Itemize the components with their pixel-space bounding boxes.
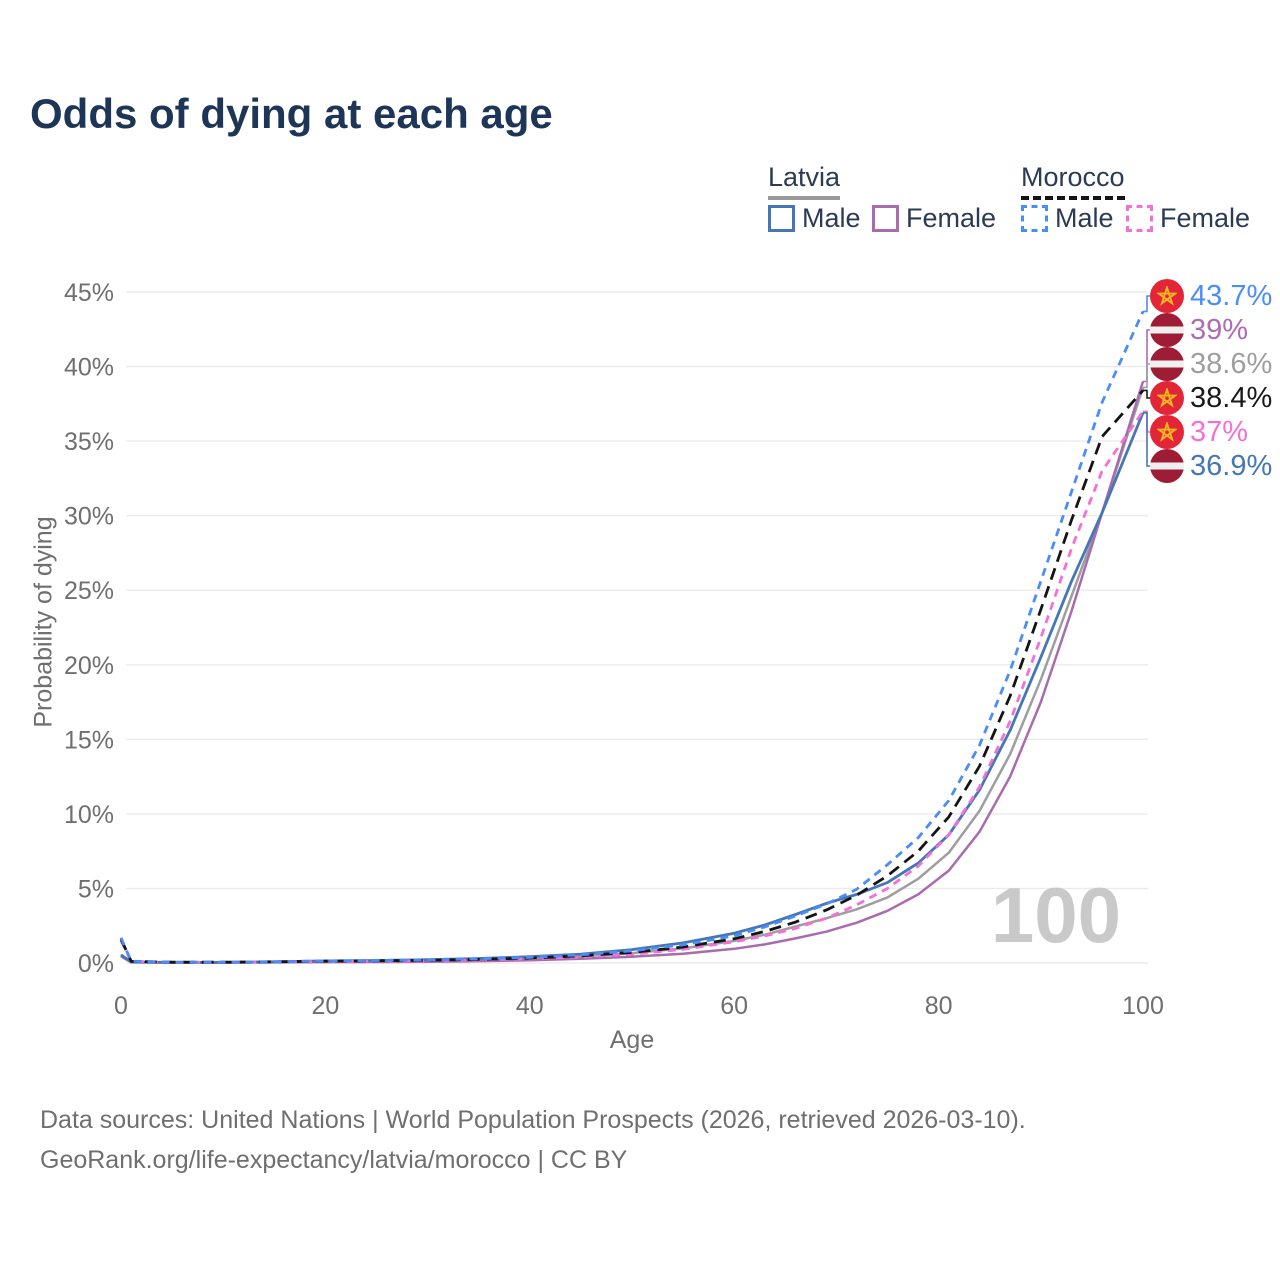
- svg-text:45%: 45%: [64, 279, 114, 307]
- end-label-row-4: 37%: [1150, 415, 1248, 449]
- latvia-flag-icon: [1150, 449, 1184, 483]
- morocco-flag-icon: [1150, 381, 1184, 415]
- end-label-value-2: 38.6%: [1190, 348, 1273, 380]
- svg-text:0%: 0%: [78, 950, 114, 978]
- legend-group-morocco-header: Morocco: [1021, 162, 1125, 200]
- svg-text:25%: 25%: [64, 577, 114, 605]
- end-label-value-1: 39%: [1190, 314, 1249, 346]
- end-label-value-0: 43.7%: [1190, 280, 1273, 312]
- y-axis-title: Probability of dying: [29, 516, 58, 728]
- svg-text:0: 0: [114, 992, 128, 1020]
- legend-item-label: Female: [906, 203, 997, 233]
- svg-text:15%: 15%: [64, 726, 114, 754]
- legend-morocco-label: Morocco: [1021, 162, 1125, 192]
- morocco-flag-icon: [1150, 279, 1184, 313]
- svg-text:80: 80: [925, 992, 953, 1020]
- svg-text:100: 100: [991, 871, 1121, 959]
- legend-item-latvia-male[interactable]: Male: [768, 203, 861, 234]
- end-label-row-2: 38.6%: [1150, 347, 1272, 381]
- legend-item-label: Male: [802, 203, 861, 233]
- end-label-row-0: 43.7%: [1150, 279, 1272, 313]
- svg-text:35%: 35%: [64, 428, 114, 456]
- attribution-line: GeoRank.org/life-expectancy/latvia/moroc…: [40, 1146, 628, 1174]
- data-sources-line: Data sources: United Nations | World Pop…: [40, 1106, 1026, 1134]
- legend-latvia-label: Latvia: [768, 162, 841, 192]
- end-label-value-3: 38.4%: [1190, 382, 1273, 414]
- legend-item-morocco-male[interactable]: Male: [1021, 203, 1114, 234]
- end-label-row-3: 38.4%: [1150, 381, 1272, 415]
- end-label-row-1: 39%: [1150, 313, 1248, 347]
- legend-item-label: Female: [1160, 203, 1251, 233]
- morocco-female-checkbox[interactable]: [1126, 205, 1153, 232]
- svg-text:40: 40: [516, 992, 544, 1020]
- latvia-female-checkbox[interactable]: [872, 205, 899, 232]
- svg-text:100: 100: [1122, 992, 1164, 1020]
- page-title: Odds of dying at each age: [30, 90, 553, 137]
- morocco-line-style-swatch: [1021, 196, 1125, 200]
- legend-group-latvia-header: Latvia: [768, 162, 840, 200]
- svg-text:5%: 5%: [78, 875, 114, 903]
- latvia-flag-icon: [1150, 313, 1184, 347]
- svg-text:40%: 40%: [64, 354, 114, 382]
- svg-text:10%: 10%: [64, 801, 114, 829]
- latvia-flag-icon: [1150, 347, 1184, 381]
- legend-item-morocco-female[interactable]: Female: [1126, 203, 1250, 234]
- latvia-male-checkbox[interactable]: [768, 205, 795, 232]
- morocco-flag-icon: [1150, 415, 1184, 449]
- svg-text:30%: 30%: [64, 503, 114, 531]
- end-label-row-5: 36.9%: [1150, 449, 1272, 483]
- svg-text:20: 20: [311, 992, 339, 1020]
- end-label-value-5: 36.9%: [1190, 450, 1273, 482]
- legend-item-label: Male: [1055, 203, 1114, 233]
- x-axis-title: Age: [609, 1026, 655, 1054]
- svg-text:60: 60: [720, 992, 748, 1020]
- morocco-male-checkbox[interactable]: [1021, 205, 1048, 232]
- latvia-line-style-swatch: [768, 196, 840, 200]
- legend-item-latvia-female[interactable]: Female: [872, 203, 996, 234]
- end-label-value-4: 37%: [1190, 416, 1249, 448]
- svg-text:20%: 20%: [64, 652, 114, 680]
